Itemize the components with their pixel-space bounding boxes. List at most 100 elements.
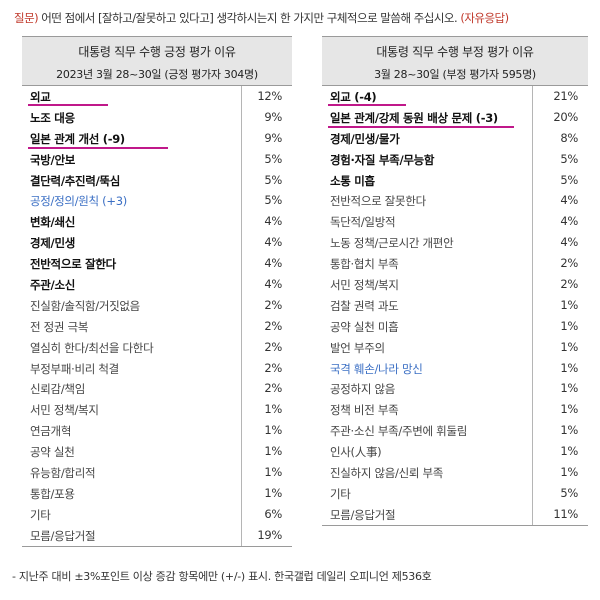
positive-row-label: 모름/응답거절 <box>30 528 96 543</box>
negative-row-label: 소통 미흡 <box>330 173 375 188</box>
positive-column-divider <box>241 211 242 233</box>
negative-table-header: 대통령 직무 수행 부정 평가 이유 3월 28~30일 (부정 평가자 595… <box>322 36 588 86</box>
positive-column-divider <box>241 86 242 107</box>
negative-row: 진실하지 않음/신뢰 부족 1% <box>322 462 588 483</box>
negative-row-value: 5% <box>560 172 578 187</box>
positive-row-label: 공정/정의/원칙 (+3) <box>30 194 127 209</box>
negative-row-value: 2% <box>560 256 578 271</box>
positive-row-label: 기타 <box>30 507 51 522</box>
positive-row: 서민 정책/복지 1% <box>22 399 292 421</box>
negative-table-title: 대통령 직무 수행 부정 평가 이유 <box>376 45 534 59</box>
positive-row: 공약 실천 1% <box>22 441 292 463</box>
negative-column-divider <box>532 253 533 275</box>
positive-column-divider <box>241 232 242 254</box>
negative-row: 소통 미흡 5% <box>322 169 588 191</box>
positive-column-divider <box>241 524 242 546</box>
positive-row: 국방/안보 5% <box>22 148 292 170</box>
negative-row-value: 1% <box>560 381 578 396</box>
negative-row-label: 국격 훼손/나라 망신 <box>330 361 423 376</box>
positive-row-value: 5% <box>264 193 282 208</box>
positive-row-value: 4% <box>264 235 282 250</box>
positive-row: 일본 관계 개선 (-9) 9% <box>22 127 292 149</box>
positive-row-value: 1% <box>264 444 282 459</box>
positive-row-value: 12% <box>257 89 282 103</box>
positive-row-label: 주관/소신 <box>30 278 76 293</box>
negative-row-label: 검찰 권력 과도 <box>330 298 399 313</box>
positive-row-value: 2% <box>264 297 282 312</box>
positive-row-label: 부정부패·비리 척결 <box>30 361 119 376</box>
negative-column-divider <box>532 357 533 379</box>
positive-row-label: 변화/쇄신 <box>30 215 76 230</box>
positive-row: 주관/소신 4% <box>22 274 292 295</box>
negative-row-label: 통합·협치 부족 <box>330 257 399 272</box>
negative-highlight-underline <box>328 125 514 128</box>
positive-row-label: 열심히 한다/최선을 다한다 <box>30 340 154 355</box>
positive-column-divider <box>241 274 242 295</box>
positive-column-divider <box>241 169 242 191</box>
question-tag: 질문) <box>14 11 39 25</box>
negative-column-divider <box>532 232 533 254</box>
positive-column-divider <box>241 503 242 525</box>
positive-reasons-table: 대통령 직무 수행 긍정 평가 이유 2023년 3월 28~30일 (긍정 평… <box>22 36 292 547</box>
negative-row: 노동 정책/근로시간 개편안 4% <box>322 232 588 254</box>
positive-column-divider <box>241 315 242 337</box>
positive-row-value: 1% <box>264 465 282 480</box>
positive-column-divider <box>241 336 242 358</box>
negative-column-divider <box>532 378 533 400</box>
negative-row-value: 11% <box>553 506 578 521</box>
negative-row-label: 기타 <box>330 486 351 501</box>
negative-column-divider <box>532 106 533 128</box>
negative-column-divider <box>532 462 533 483</box>
question-response-type: (자유응답) <box>457 11 509 25</box>
negative-column-divider <box>532 420 533 442</box>
negative-row-value: 1% <box>560 402 578 417</box>
positive-row-label: 서민 정책/복지 <box>30 403 99 418</box>
positive-row-value: 2% <box>264 318 282 333</box>
positive-row-label: 일본 관계 개선 (-9) <box>30 131 125 146</box>
positive-row-label: 진실함/솔직함/거짓없음 <box>30 298 140 313</box>
positive-row-label: 신뢰감/책임 <box>30 382 85 397</box>
negative-reasons-table: 대통령 직무 수행 부정 평가 이유 3월 28~30일 (부정 평가자 595… <box>322 36 588 526</box>
positive-row-label: 공약 실천 <box>30 445 75 460</box>
positive-column-divider <box>241 378 242 400</box>
positive-column-divider <box>241 482 242 504</box>
positive-row: 열심히 한다/최선을 다한다 2% <box>22 336 292 358</box>
negative-column-divider <box>532 503 533 525</box>
positive-column-divider <box>241 127 242 149</box>
positive-row-value: 1% <box>264 423 282 438</box>
negative-column-divider <box>532 127 533 149</box>
positive-row-value: 5% <box>264 151 282 166</box>
negative-row-value: 20% <box>553 109 578 124</box>
negative-column-divider <box>532 399 533 421</box>
positive-row-value: 1% <box>264 485 282 500</box>
positive-column-divider <box>241 253 242 275</box>
positive-row-value: 9% <box>264 109 282 124</box>
negative-row: 정책 비전 부족 1% <box>322 399 588 421</box>
positive-highlight-underline <box>28 146 168 149</box>
positive-row-value: 19% <box>257 527 282 542</box>
negative-row-value: 8% <box>560 130 578 145</box>
negative-row: 통합·협치 부족 2% <box>322 253 588 275</box>
negative-row: 기타 5% <box>322 482 588 504</box>
positive-row-value: 6% <box>264 506 282 521</box>
positive-row-label: 국방/안보 <box>30 152 76 167</box>
positive-row-label: 외교 <box>30 90 51 104</box>
positive-row: 전 정권 극복 2% <box>22 315 292 337</box>
positive-row: 기타 6% <box>22 503 292 525</box>
negative-row: 외교 (-4) 21% <box>322 86 588 107</box>
negative-column-divider <box>532 274 533 295</box>
negative-row-label: 진실하지 않음/신뢰 부족 <box>330 466 444 481</box>
negative-row-value: 2% <box>560 277 578 292</box>
negative-row-value: 1% <box>560 360 578 375</box>
negative-row-value: 5% <box>560 485 578 500</box>
negative-column-divider <box>532 211 533 233</box>
negative-row: 서민 정책/복지 2% <box>322 274 588 295</box>
negative-row-label: 공약 실천 미흡 <box>330 319 399 334</box>
negative-row: 모름/응답거절 11% <box>322 503 588 525</box>
negative-row-value: 5% <box>560 151 578 166</box>
positive-row: 외교 12% <box>22 86 292 107</box>
positive-row: 부정부패·비리 척결 2% <box>22 357 292 379</box>
positive-row-label: 전 정권 극복 <box>30 319 89 334</box>
negative-row-value: 4% <box>560 193 578 208</box>
negative-row: 인사(人事) 1% <box>322 441 588 463</box>
